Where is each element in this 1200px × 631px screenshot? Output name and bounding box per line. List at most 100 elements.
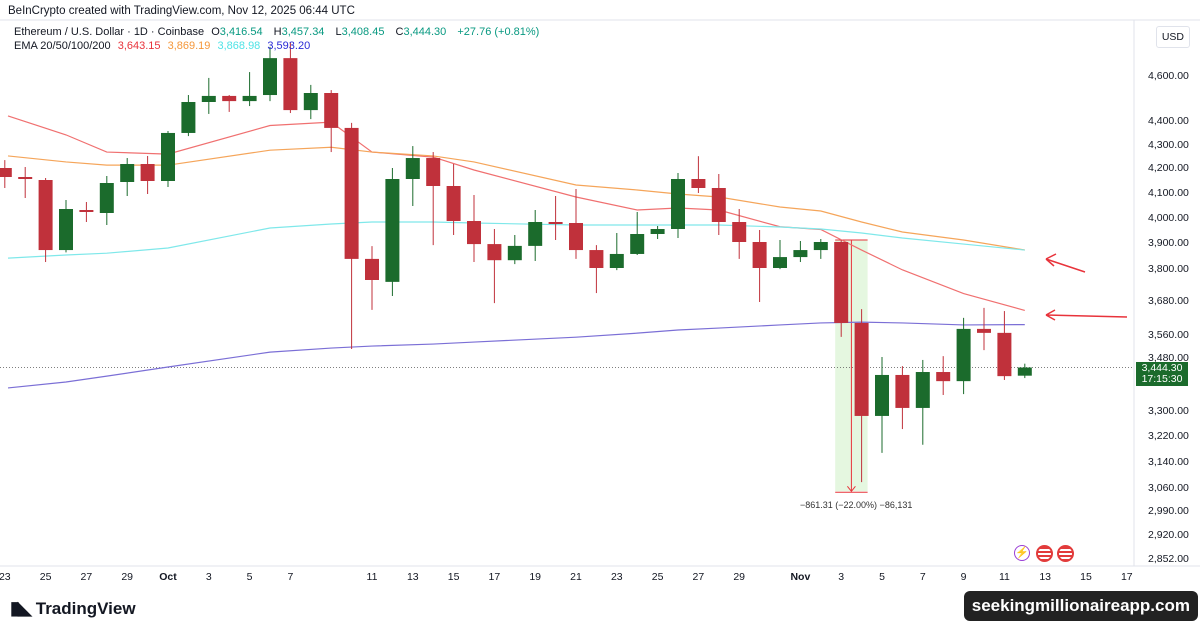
candle: [99, 176, 114, 225]
y-tick-label: 3,220.00: [1148, 430, 1189, 442]
x-tick-label: Nov: [790, 571, 810, 583]
x-tick-label: 29: [121, 571, 133, 583]
x-tick-label: 11: [999, 571, 1010, 583]
candle-body: [1017, 367, 1032, 376]
candle: [936, 356, 951, 395]
candle: [834, 240, 849, 337]
candle-body: [344, 127, 359, 259]
candle-body: [365, 258, 379, 280]
x-tick-label: 13: [1039, 571, 1051, 583]
candle: [405, 146, 420, 206]
ema-line-ema200: [7, 321, 1025, 389]
candle: [365, 246, 379, 310]
candle: [59, 200, 73, 253]
y-tick-label: 4,100.00: [1148, 187, 1189, 199]
last-price: 3,444.30: [1141, 362, 1183, 374]
candle: [997, 311, 1012, 380]
candle-body: [487, 244, 502, 261]
x-tick-label: 3: [206, 571, 212, 583]
candle: [793, 241, 808, 263]
chart-credit: BeInCrypto created with TradingView.com,…: [8, 5, 355, 17]
candle-body: [977, 328, 991, 333]
x-tick-label: 17: [489, 571, 501, 583]
candle: [507, 235, 522, 265]
currency-selector[interactable]: USD: [1155, 26, 1190, 48]
candle: [589, 245, 604, 294]
candle-body: [222, 95, 237, 102]
candle-body: [405, 158, 420, 179]
y-tick-label: 3,480.00: [1148, 352, 1189, 364]
x-tick-label: 25: [652, 571, 664, 583]
candle-body: [446, 186, 461, 221]
low-value: 3,408.45: [341, 26, 385, 38]
candle-body: [875, 374, 889, 416]
candle: [691, 156, 706, 193]
candle: [977, 307, 991, 351]
candle: [630, 212, 645, 255]
ema20-value: 3,643.15: [117, 40, 161, 52]
ema-line-ema20: [7, 115, 1025, 312]
candle: [283, 42, 298, 114]
candle-body: [99, 183, 114, 213]
candle-body: [813, 242, 828, 251]
candle-body: [711, 188, 726, 222]
lightning-icon[interactable]: ⚡: [1014, 545, 1030, 561]
candle: [38, 178, 53, 263]
tradingview-logo-text: TradingView: [35, 598, 136, 618]
y-tick-label: 3,140.00: [1148, 456, 1189, 468]
x-tick-label: 13: [407, 571, 419, 583]
open-label: O: [211, 26, 220, 38]
candle-body: [854, 322, 869, 416]
candle-body: [650, 229, 665, 234]
tradingview-logo[interactable]: ▮◣ TradingView: [10, 598, 136, 619]
candle-body: [263, 58, 277, 96]
y-tick-label: 3,560.00: [1148, 329, 1189, 341]
candle: [181, 95, 196, 137]
candle-body: [548, 222, 563, 224]
x-tick-label: 27: [693, 571, 705, 583]
ema-label[interactable]: EMA 20/50/100/200: [14, 40, 111, 52]
candle-body: [426, 158, 441, 186]
candle-body: [773, 257, 787, 268]
candle-body: [385, 179, 400, 282]
candle: [569, 189, 583, 259]
candle-body: [201, 95, 216, 102]
candle: [0, 160, 12, 188]
candle-body: [283, 58, 298, 111]
y-tick-label: 3,900.00: [1148, 237, 1189, 249]
ema200-value: 3,593.20: [267, 40, 311, 52]
annotation-arrow-ema200: [1045, 309, 1128, 321]
ema-legend: EMA 20/50/100/200 3,643.15 3,869.19 3,86…: [14, 40, 314, 52]
x-tick-label: 11: [367, 571, 378, 583]
open-value: 3,416.54: [219, 26, 263, 38]
symbol-name[interactable]: Ethereum / U.S. Dollar · 1D · Coinbase: [14, 26, 205, 38]
candle: [467, 195, 481, 263]
candle: [120, 158, 135, 196]
x-tick-label: 15: [448, 571, 460, 583]
x-tick-label: 7: [287, 571, 293, 583]
candle: [79, 202, 94, 222]
candle: [752, 230, 767, 302]
candle: [426, 152, 441, 246]
candle: [650, 226, 665, 239]
candle-body: [181, 102, 196, 133]
x-tick-label: 23: [611, 571, 623, 583]
y-tick-label: 2,852.00: [1148, 553, 1189, 565]
candle-body: [59, 209, 73, 251]
x-tick-label: 5: [879, 571, 885, 583]
y-tick-label: 3,680.00: [1148, 295, 1189, 307]
x-tick-label: Oct: [159, 571, 177, 583]
y-tick-label: 4,300.00: [1148, 139, 1189, 151]
candle: [548, 196, 563, 240]
us-flag-icon[interactable]: [1057, 545, 1074, 562]
y-tick-label: 2,920.00: [1148, 529, 1189, 541]
candle: [773, 240, 787, 270]
candle-body: [0, 168, 12, 177]
candle: [854, 309, 869, 483]
candle-body: [997, 332, 1012, 377]
candle-body: [691, 179, 706, 188]
us-flag-icon[interactable]: [1036, 545, 1053, 562]
candle-body: [467, 221, 481, 245]
x-tick-label: 17: [1121, 571, 1133, 583]
